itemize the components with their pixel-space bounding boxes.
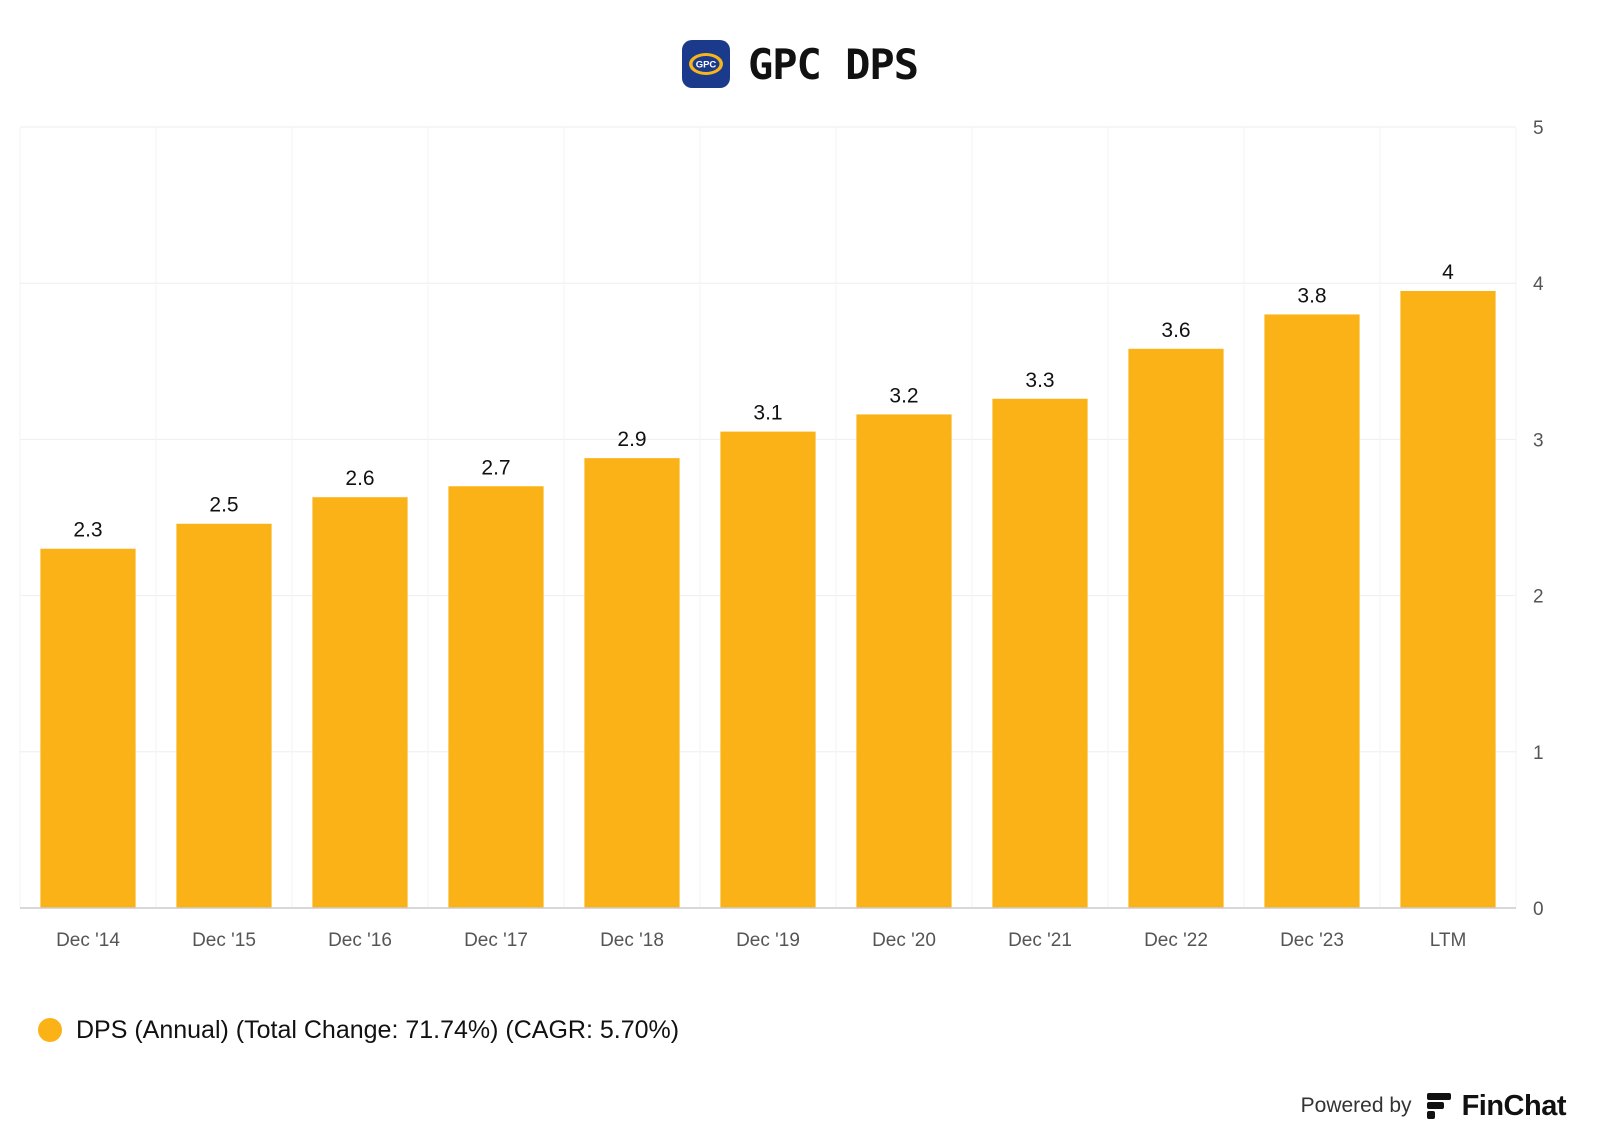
x-axis: Dec '14 Dec '15 Dec '16 Dec '17 Dec '18 Dec '… xyxy=(20,907,1516,951)
x-tick-label: Dec '17 xyxy=(464,930,528,951)
chart-header: GPC GPC DPS xyxy=(0,36,1600,92)
y-axis: 0 1 2 3 4 5 xyxy=(1533,118,1544,920)
y-tick-label: 4 xyxy=(1533,274,1544,295)
x-tick-label: Dec '20 xyxy=(872,930,936,951)
y-tick-label: 1 xyxy=(1533,743,1544,764)
x-tick-label: Dec '18 xyxy=(600,930,664,951)
bar[interactable] xyxy=(1400,291,1496,908)
bar[interactable] xyxy=(176,523,272,908)
finchat-logo-icon xyxy=(1426,1093,1451,1119)
bar[interactable] xyxy=(448,486,544,908)
bar-value-label: 2.7 xyxy=(481,456,510,479)
x-tick-label: Dec '16 xyxy=(328,930,392,951)
legend-swatch xyxy=(38,1018,62,1042)
chart-title: GPC DPS xyxy=(747,39,919,89)
bar[interactable] xyxy=(1264,314,1360,908)
y-tick-label: 5 xyxy=(1533,118,1544,139)
y-tick-label: 2 xyxy=(1533,587,1544,608)
bar[interactable] xyxy=(584,458,680,908)
powered-by-label: Powered by xyxy=(1300,1094,1412,1117)
x-tick-label: LTM xyxy=(1430,930,1467,951)
gpc-logo: GPC xyxy=(681,40,730,88)
gpc-logo-text: GPC xyxy=(696,60,717,71)
bar-value-label: 3.1 xyxy=(753,402,782,425)
bar[interactable] xyxy=(40,548,136,908)
bar-chart: 2.32.52.6 2.72.93.13.23.33.63.84 Dec '14 D… xyxy=(19,118,1544,951)
data-labels: 2.3 2.5 2.6 2.7 2.9 3.1 3.2 3.3 3.6 3.8 4 xyxy=(73,261,1454,542)
legend: DPS (Annual) (Total Change: 71.74%) (CAG… xyxy=(38,1014,679,1046)
bar[interactable] xyxy=(312,497,408,908)
bar[interactable] xyxy=(720,431,816,908)
gpc-logo-icon: GPC xyxy=(688,53,723,75)
bars xyxy=(40,291,1496,909)
x-tick-label: Dec '15 xyxy=(192,930,256,951)
bar-value-label: 2.3 xyxy=(73,519,102,542)
legend-label: DPS (Annual) (Total Change: 71.74%) (CAG… xyxy=(76,1015,680,1044)
bar[interactable] xyxy=(992,398,1088,908)
bar[interactable] xyxy=(856,414,952,908)
bar[interactable] xyxy=(1128,348,1224,909)
y-tick-label: 3 xyxy=(1533,430,1544,451)
bar-value-label: 3.2 xyxy=(889,384,918,407)
bar-value-label: 2.5 xyxy=(209,494,238,517)
bar-value-label: 3.6 xyxy=(1161,319,1190,342)
finchat-brand: FinChat xyxy=(1461,1089,1567,1122)
bar-value-label: 2.9 xyxy=(617,428,646,451)
bar-value-label: 2.6 xyxy=(345,467,374,490)
y-tick-label: 0 xyxy=(1533,899,1544,920)
bar-value-label: 3.8 xyxy=(1297,284,1326,307)
powered-by-finchat[interactable]: Powered by FinChat xyxy=(1300,1088,1567,1124)
bar-value-label: 3.3 xyxy=(1025,369,1054,392)
x-tick-label: Dec '23 xyxy=(1280,930,1344,951)
x-tick-label: Dec '19 xyxy=(736,930,800,951)
x-tick-label: Dec '22 xyxy=(1144,930,1208,951)
x-tick-label: Dec '14 xyxy=(56,930,120,951)
x-tick-label: Dec '21 xyxy=(1008,930,1072,951)
bar-value-label: 4 xyxy=(1442,261,1454,284)
